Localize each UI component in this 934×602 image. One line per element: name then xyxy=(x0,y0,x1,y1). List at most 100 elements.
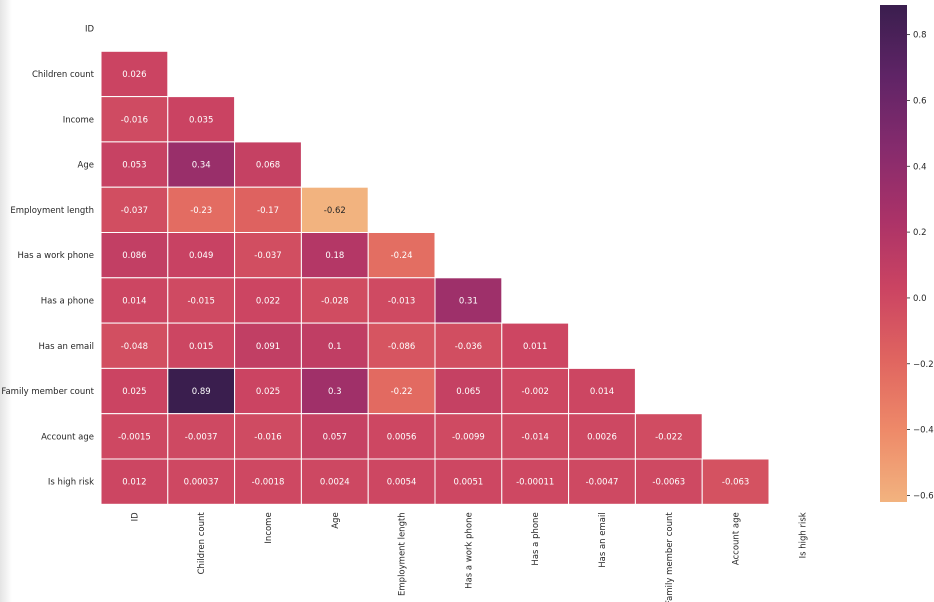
cell-value-label: 0.0051 xyxy=(454,478,484,488)
cell-value-label: 0.3 xyxy=(328,387,342,397)
x-tick-label-has-an-email: Has an email xyxy=(598,512,608,567)
heatmap-cell xyxy=(300,322,369,369)
x-tick-label-id: ID xyxy=(130,512,140,522)
heatmap-cell xyxy=(100,322,169,369)
cell-value-label: 0.18 xyxy=(325,251,344,261)
cell-value-label: 0.065 xyxy=(456,387,480,397)
y-tick-label-age: Age xyxy=(78,161,94,171)
cell-value-label: -0.022 xyxy=(655,432,682,442)
x-tick-label-age: Age xyxy=(331,512,341,528)
y-tick-label-employment-length: Employment length xyxy=(10,206,94,216)
heatmap-cell xyxy=(367,413,436,460)
cell-value-label: -0.0047 xyxy=(586,478,619,488)
x-tick-label-account-age: Account age xyxy=(732,512,742,565)
cell-value-label: -0.028 xyxy=(321,296,348,306)
colorbar xyxy=(880,5,907,502)
heatmap-cell xyxy=(568,458,636,505)
cell-value-label: -0.036 xyxy=(455,342,482,352)
heatmap-cell xyxy=(367,232,436,279)
heatmap-cell xyxy=(434,458,503,505)
cell-value-label: 0.0056 xyxy=(387,432,417,442)
cell-value-label: 0.014 xyxy=(122,296,146,306)
heatmap-cell xyxy=(234,322,302,369)
heatmap-cell xyxy=(634,458,703,505)
heatmap-cell xyxy=(100,367,169,415)
heatmap-cell xyxy=(234,458,302,505)
cell-value-label: -0.002 xyxy=(521,387,548,397)
cell-value-label: 0.035 xyxy=(189,115,213,125)
heatmap-cell xyxy=(234,413,302,460)
cell-value-label: 0.025 xyxy=(122,387,146,397)
cell-value-label: -0.0015 xyxy=(118,432,151,442)
cell-value-label: 0.015 xyxy=(189,342,213,352)
heatmap-cell xyxy=(501,458,570,505)
colorbar-tick-label: −0.4 xyxy=(913,426,934,436)
cell-value-label: 0.34 xyxy=(192,161,211,171)
y-tick-label-family-member-count: Family member count xyxy=(1,387,94,397)
heatmap-cell xyxy=(434,367,503,415)
cell-value-label: 0.014 xyxy=(590,387,614,397)
cell-value-label: 0.31 xyxy=(459,296,478,306)
heatmap-cell xyxy=(167,186,236,233)
y-tick-label-has-a-phone: Has a phone xyxy=(41,296,94,306)
cell-value-label: -0.17 xyxy=(257,206,279,216)
x-tick-label-income: Income xyxy=(264,512,274,543)
heatmap-cell xyxy=(167,413,236,460)
cell-value-label: -0.015 xyxy=(187,296,214,306)
y-tick-label-account-age: Account age xyxy=(41,432,94,442)
heatmap-cell xyxy=(100,413,169,460)
cell-value-label: 0.068 xyxy=(256,161,280,171)
heatmap-cell xyxy=(701,458,770,505)
cell-value-label: -0.037 xyxy=(121,206,148,216)
cell-value-label: 0.0024 xyxy=(320,478,350,488)
heatmap-cell xyxy=(234,232,302,279)
cell-value-label: 0.0026 xyxy=(587,432,617,442)
cell-value-label: -0.016 xyxy=(254,432,281,442)
cell-value-label: -0.063 xyxy=(722,478,749,488)
y-tick-label-is-high-risk: Is high risk xyxy=(48,478,94,488)
heatmap-cell xyxy=(300,367,369,415)
cell-value-label: 0.011 xyxy=(523,342,547,352)
heatmap-cell xyxy=(234,277,302,324)
colorbar-tick-label: 0.0 xyxy=(913,294,927,304)
heatmap-cell xyxy=(501,413,570,460)
cell-value-label: 0.057 xyxy=(323,432,347,442)
colorbar-tick-label: 0.4 xyxy=(913,162,927,172)
cell-value-label: 0.0054 xyxy=(387,478,417,488)
x-tick-label-children-count: Children count xyxy=(197,512,207,575)
x-tick-label-employment-length: Employment length xyxy=(398,512,408,596)
cell-value-label: 0.012 xyxy=(122,478,146,488)
heatmap-cell xyxy=(300,277,369,324)
heatmap-cell xyxy=(634,413,703,460)
cell-value-label: -0.037 xyxy=(254,251,281,261)
y-tick-label-has-an-email: Has an email xyxy=(39,342,94,352)
x-tick-label-has-a-work-phone: Has a work phone xyxy=(464,512,474,589)
page-edge-shadow xyxy=(0,0,12,602)
heatmap-cell xyxy=(367,367,436,415)
colorbar-tick-label: −0.6 xyxy=(913,491,934,501)
x-tick-label-is-high-risk: Is high risk xyxy=(798,512,808,558)
cell-value-label: -0.014 xyxy=(521,432,548,442)
cell-value-label: -0.086 xyxy=(388,342,415,352)
cell-value-label: -0.048 xyxy=(121,342,148,352)
cell-value-label: -0.013 xyxy=(388,296,415,306)
y-tick-label-id: ID xyxy=(85,25,95,35)
colorbar-tick-label: −0.2 xyxy=(913,360,934,370)
colorbar-tick-label: 0.8 xyxy=(913,31,927,41)
heatmap-cell xyxy=(300,232,369,279)
cell-value-label: 0.026 xyxy=(122,70,146,80)
cell-value-label: 0.1 xyxy=(328,342,342,352)
cell-value-label: -0.62 xyxy=(324,206,346,216)
heatmap-cell xyxy=(501,322,570,369)
cell-value-label: -0.016 xyxy=(121,115,148,125)
cell-value-label: -0.0063 xyxy=(652,478,685,488)
cell-value-label: -0.23 xyxy=(190,206,212,216)
heatmap-cell xyxy=(100,50,169,98)
heatmap-cell xyxy=(434,413,503,460)
heatmap-cell xyxy=(167,96,236,143)
heatmap-cell xyxy=(568,367,636,415)
heatmap-cell xyxy=(568,413,636,460)
x-tick-label-family-member-count: Family member count xyxy=(665,512,675,602)
cell-value-label: -0.0018 xyxy=(252,478,285,488)
